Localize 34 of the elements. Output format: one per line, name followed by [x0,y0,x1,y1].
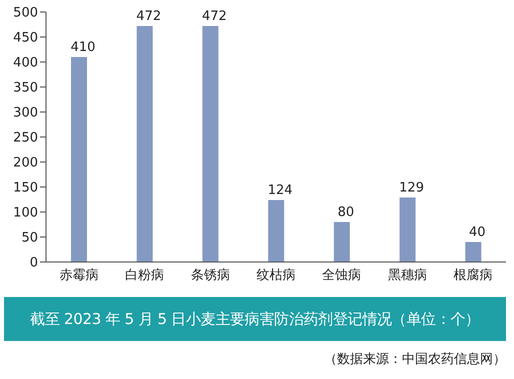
y-tick-label: 100 [13,206,38,221]
y-tick-label: 350 [13,80,38,96]
y-tick-label: 200 [13,156,38,171]
y-tick-label: 500 [13,6,38,21]
x-tick-label: 条锈病 [190,268,230,284]
text: 截至 2023 年 5 月 5 日小麦主要病害防治药剂登记情况（单位：个） [4,297,506,341]
x-tick-label: 根腐病 [454,268,493,284]
bar [202,26,218,262]
data-label: 472 [136,9,162,24]
data-label: 472 [202,9,227,24]
bar [465,242,482,262]
data-label: 129 [399,180,424,196]
data-label: 80 [338,205,354,220]
bar [136,26,153,262]
text: （数据来源：中国农药信息网） [324,351,506,368]
x-tick-label: 白粉病 [125,268,164,284]
bar [71,57,87,262]
x-tick-label: 纹枯病 [256,268,296,284]
bar [334,222,350,262]
x-tick-label: 黑穗病 [388,268,427,284]
y-tick-label: 50 [21,230,38,246]
x-tick-label: 赤霉病 [59,268,98,284]
y-tick-label: 250 [13,130,38,146]
data-label: 124 [268,183,293,198]
y-tick-label: 450 [13,30,38,46]
y-tick-label: 0 [30,256,38,271]
data-label: 410 [70,40,96,55]
y-tick-label: 300 [13,106,38,121]
x-tick-label: 全蚀病 [322,268,362,284]
data-label: 40 [469,225,486,240]
bar [268,200,284,262]
y-tick-label: 400 [13,56,38,71]
bar [400,198,416,262]
y-tick-label: 150 [13,180,38,196]
